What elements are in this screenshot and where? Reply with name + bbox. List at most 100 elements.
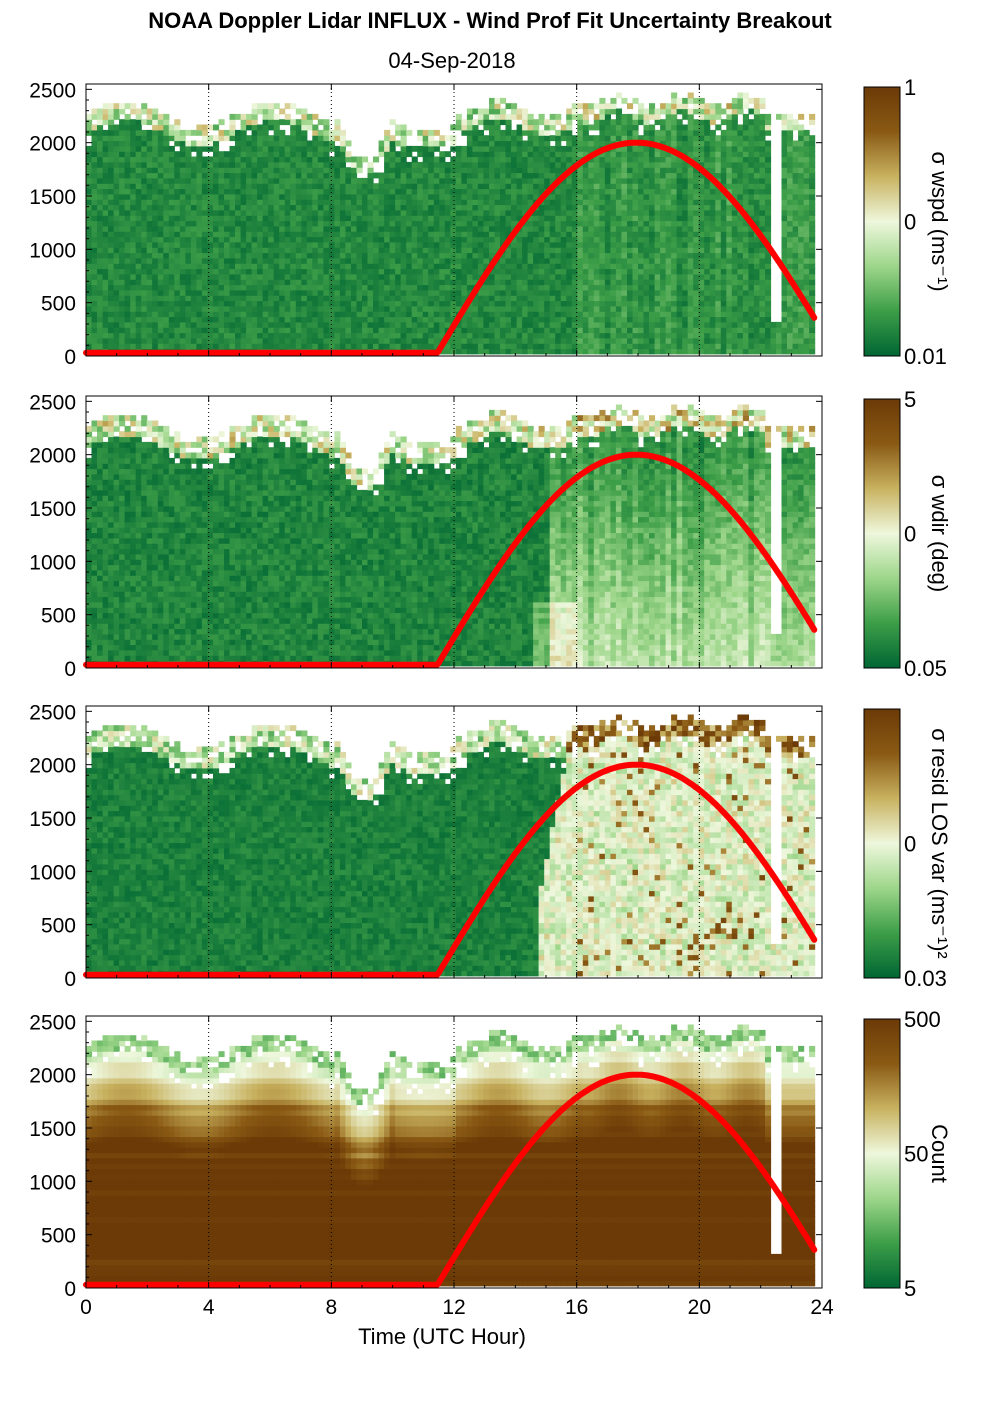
heatmap-cell: [290, 156, 297, 163]
heatmap-cell: [323, 129, 330, 136]
heatmap-cell: [500, 188, 507, 195]
heatmap-cell: [433, 295, 440, 302]
heatmap-cell: [709, 337, 716, 344]
heatmap-cell: [196, 225, 203, 232]
heatmap-cell: [102, 321, 109, 328]
heatmap-cell: [323, 231, 330, 238]
heatmap-cell: [284, 113, 291, 120]
heatmap-cell: [240, 225, 247, 232]
heatmap-cell: [511, 273, 518, 280]
heatmap-cell: [97, 343, 104, 350]
heatmap-cell: [643, 337, 650, 344]
heatmap-cell: [489, 177, 496, 184]
heatmap-cell: [196, 289, 203, 296]
heatmap-cell: [328, 204, 335, 211]
heatmap-cell: [489, 289, 496, 296]
heatmap-cell: [682, 188, 689, 195]
heatmap-cell: [157, 172, 164, 179]
heatmap-cell: [268, 209, 275, 216]
heatmap-cell: [351, 231, 358, 238]
heatmap-cell: [190, 215, 197, 222]
heatmap-cell: [571, 327, 578, 334]
heatmap-cell: [538, 305, 545, 312]
heatmap-cell: [411, 279, 418, 286]
heatmap-cell: [483, 151, 490, 158]
heatmap-cell: [483, 321, 490, 328]
heatmap-cell: [632, 177, 639, 184]
heatmap-cell: [135, 108, 142, 115]
heatmap-cell: [157, 209, 164, 216]
heatmap-cell: [522, 199, 529, 206]
heatmap-cell: [130, 140, 137, 147]
heatmap-cell: [422, 231, 429, 238]
heatmap-cell: [527, 231, 534, 238]
heatmap-cell: [328, 231, 335, 238]
heatmap-cell: [604, 263, 611, 270]
heatmap-cell: [698, 241, 705, 248]
heatmap-cell: [141, 257, 148, 264]
heatmap-cell: [213, 225, 220, 232]
heatmap-cell: [638, 241, 645, 248]
heatmap-cell: [439, 193, 446, 200]
heatmap-cell: [632, 97, 639, 104]
heatmap-cell: [240, 311, 247, 318]
heatmap-cell: [566, 343, 573, 350]
heatmap-cell: [422, 177, 429, 184]
heatmap-cell: [494, 199, 501, 206]
heatmap-cell: [522, 263, 529, 270]
heatmap-cell: [339, 263, 346, 270]
heatmap-cell: [395, 327, 402, 334]
heatmap-cell: [649, 167, 656, 174]
heatmap-cell: [428, 156, 435, 163]
heatmap-cell: [323, 215, 330, 222]
heatmap-cell: [400, 236, 407, 243]
heatmap-cell: [627, 268, 634, 275]
heatmap-cell: [157, 161, 164, 168]
heatmap-cell: [201, 193, 208, 200]
heatmap-cell: [190, 156, 197, 163]
heatmap-cell: [433, 225, 440, 232]
heatmap-cell: [251, 220, 258, 227]
heatmap-cell: [538, 231, 545, 238]
heatmap-cell: [290, 289, 297, 296]
heatmap-cell: [240, 295, 247, 302]
heatmap-cell: [268, 316, 275, 323]
heatmap-cell: [544, 247, 551, 254]
heatmap-cell: [582, 103, 589, 110]
heatmap-cell: [124, 209, 131, 216]
heatmap-cell: [693, 124, 700, 131]
heatmap-cell: [174, 215, 181, 222]
heatmap-cell: [141, 188, 148, 195]
heatmap-cell: [328, 129, 335, 136]
heatmap-cell: [676, 177, 683, 184]
heatmap-cell: [638, 135, 645, 142]
heatmap-cell: [599, 151, 606, 158]
heatmap-cell: [108, 172, 115, 179]
heatmap-cell: [179, 183, 186, 190]
heatmap-cell: [676, 332, 683, 339]
heatmap-cell: [163, 151, 170, 158]
heatmap-cell: [124, 263, 131, 270]
heatmap-cell: [494, 316, 501, 323]
heatmap-cell: [704, 167, 711, 174]
heatmap-cell: [522, 332, 529, 339]
heatmap-cell: [146, 151, 153, 158]
heatmap-cell: [152, 193, 159, 200]
heatmap-cell: [687, 172, 694, 179]
heatmap-cell: [433, 316, 440, 323]
heatmap-cell: [389, 252, 396, 259]
heatmap-cell: [213, 241, 220, 248]
heatmap-cell: [444, 247, 451, 254]
heatmap-cell: [351, 161, 358, 168]
heatmap-cell: [339, 236, 346, 243]
heatmap-cell: [86, 151, 93, 158]
heatmap-cell: [489, 311, 496, 318]
heatmap-cell: [356, 279, 363, 286]
heatmap-cell: [257, 215, 264, 222]
heatmap-cell: [687, 151, 694, 158]
heatmap-cell: [306, 119, 313, 126]
heatmap-cell: [295, 193, 302, 200]
heatmap-cell: [704, 305, 711, 312]
heatmap-cell: [627, 252, 634, 259]
heatmap-cell: [284, 188, 291, 195]
